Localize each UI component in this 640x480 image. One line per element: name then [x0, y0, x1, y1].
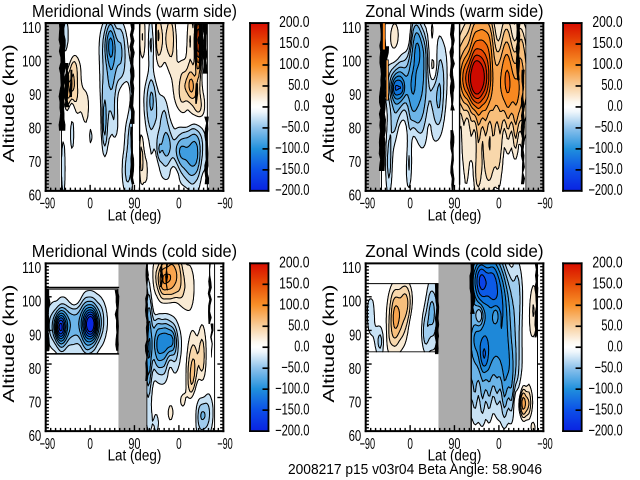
svg-text:−150.0: −150.0 [588, 161, 623, 178]
svg-text:−100.0: −100.0 [588, 380, 623, 397]
svg-text:200.0: 200.0 [279, 14, 310, 31]
svg-text:110: 110 [342, 260, 361, 277]
svg-text:200.0: 200.0 [279, 254, 310, 271]
svg-text:70: 70 [29, 154, 42, 171]
svg-text:50.0: 50.0 [601, 317, 622, 334]
svg-text:−200.0: −200.0 [588, 422, 623, 439]
svg-text:Lat (deg): Lat (deg) [108, 207, 162, 224]
svg-text:100.0: 100.0 [592, 296, 623, 313]
svg-text:90: 90 [29, 327, 41, 344]
svg-text:60: 60 [29, 188, 42, 205]
svg-text:60: 60 [29, 428, 42, 445]
svg-text:−50.0: −50.0 [594, 359, 622, 376]
svg-text:Lat (deg): Lat (deg) [428, 448, 482, 465]
svg-text:−200.0: −200.0 [275, 422, 310, 439]
svg-text:150.0: 150.0 [592, 35, 623, 52]
svg-text:70: 70 [29, 394, 42, 411]
svg-text:Altitude (km): Altitude (km) [321, 44, 338, 162]
svg-text:−100.0: −100.0 [588, 140, 623, 157]
svg-text:Altitude (km): Altitude (km) [1, 285, 18, 403]
svg-text:60: 60 [349, 428, 362, 445]
svg-text:0: 0 [87, 436, 93, 453]
svg-text:70: 70 [349, 154, 362, 171]
svg-text:−150.0: −150.0 [588, 401, 623, 418]
svg-text:−90: −90 [360, 436, 376, 453]
svg-text:0: 0 [496, 436, 502, 453]
svg-text:−50.0: −50.0 [281, 119, 309, 136]
svg-text:90: 90 [349, 327, 361, 344]
svg-text:−100.0: −100.0 [275, 380, 310, 397]
svg-text:80: 80 [349, 120, 362, 137]
svg-text:110: 110 [22, 260, 41, 277]
svg-text:110: 110 [22, 20, 41, 37]
svg-text:80: 80 [349, 361, 362, 378]
svg-text:50.0: 50.0 [288, 317, 309, 334]
svg-text:0.0: 0.0 [607, 98, 622, 115]
svg-text:0: 0 [176, 436, 182, 453]
svg-text:150.0: 150.0 [592, 275, 623, 292]
svg-text:−100.0: −100.0 [275, 140, 310, 157]
svg-text:Lat (deg): Lat (deg) [428, 207, 482, 224]
svg-text:−90: −90 [537, 436, 553, 453]
svg-text:70: 70 [349, 394, 362, 411]
svg-text:50.0: 50.0 [601, 77, 622, 94]
svg-text:100: 100 [342, 294, 361, 311]
svg-text:Altitude (km): Altitude (km) [1, 44, 18, 162]
svg-text:150.0: 150.0 [279, 275, 310, 292]
svg-text:0: 0 [407, 436, 413, 453]
svg-text:−90: −90 [217, 436, 233, 453]
svg-text:90: 90 [448, 196, 460, 213]
svg-text:0: 0 [176, 196, 182, 213]
svg-text:100: 100 [22, 53, 41, 70]
svg-text:0.0: 0.0 [294, 98, 309, 115]
svg-text:100: 100 [22, 294, 41, 311]
svg-text:Altitude (km): Altitude (km) [321, 285, 338, 403]
svg-text:0: 0 [407, 196, 413, 213]
svg-text:100.0: 100.0 [279, 56, 310, 73]
svg-text:0.0: 0.0 [607, 338, 622, 355]
svg-text:150.0: 150.0 [279, 35, 310, 52]
svg-text:−90: −90 [537, 196, 553, 213]
svg-text:50.0: 50.0 [288, 77, 309, 94]
svg-text:100: 100 [342, 53, 361, 70]
svg-text:Meridional Winds (warm side): Meridional Winds (warm side) [32, 1, 237, 21]
svg-text:−200.0: −200.0 [275, 182, 310, 199]
svg-text:−150.0: −150.0 [275, 401, 310, 418]
svg-text:90: 90 [128, 436, 140, 453]
svg-text:200.0: 200.0 [592, 14, 623, 31]
svg-text:−50.0: −50.0 [594, 119, 622, 136]
svg-text:90: 90 [128, 196, 140, 213]
svg-text:90: 90 [29, 87, 41, 104]
svg-text:Zonal Winds (cold side): Zonal Winds (cold side) [365, 241, 543, 261]
svg-text:−90: −90 [360, 196, 376, 213]
svg-text:100.0: 100.0 [592, 56, 623, 73]
svg-text:200.0: 200.0 [592, 254, 623, 271]
svg-text:110: 110 [342, 20, 361, 37]
svg-text:Zonal Winds (warm side): Zonal Winds (warm side) [365, 1, 543, 21]
svg-text:−200.0: −200.0 [588, 182, 623, 199]
svg-text:−50.0: −50.0 [281, 359, 309, 376]
svg-text:0.0: 0.0 [294, 338, 309, 355]
svg-text:90: 90 [448, 436, 460, 453]
svg-text:Meridional Winds (cold side): Meridional Winds (cold side) [32, 241, 237, 261]
svg-text:−90: −90 [40, 196, 56, 213]
svg-text:−90: −90 [217, 196, 233, 213]
svg-text:0: 0 [496, 196, 502, 213]
svg-text:90: 90 [349, 87, 361, 104]
svg-text:100.0: 100.0 [279, 296, 310, 313]
svg-text:2008217 p15 v03r04 Beta Angle:: 2008217 p15 v03r04 Beta Angle: 58.9046 [288, 462, 542, 478]
svg-text:80: 80 [29, 361, 42, 378]
svg-text:Lat (deg): Lat (deg) [108, 448, 162, 465]
svg-text:0: 0 [87, 196, 93, 213]
svg-text:−150.0: −150.0 [275, 161, 310, 178]
svg-text:60: 60 [349, 188, 362, 205]
svg-text:80: 80 [29, 120, 42, 137]
svg-text:−90: −90 [40, 436, 56, 453]
